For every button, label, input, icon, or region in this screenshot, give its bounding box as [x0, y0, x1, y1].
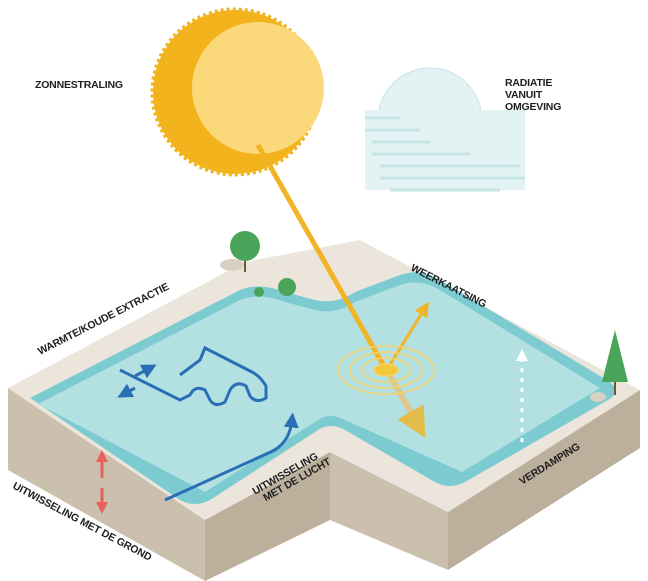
- label-line: VANUIT: [505, 89, 543, 101]
- heat-exchanger: [117, 345, 268, 407]
- sun: [150, 7, 324, 177]
- clouds: [365, 67, 525, 192]
- air-exchange-arrow: [164, 412, 299, 502]
- sun-ray: [255, 143, 388, 370]
- label: RADIATIE VANUIT OMGEVING: [505, 77, 561, 113]
- label-line: RADIATIE: [505, 77, 552, 89]
- pool: [30, 272, 616, 504]
- trees: [220, 231, 628, 402]
- label-line: OMGEVING: [505, 101, 561, 113]
- label: ZONNESTRALING: [35, 79, 123, 91]
- ripples: [337, 345, 435, 395]
